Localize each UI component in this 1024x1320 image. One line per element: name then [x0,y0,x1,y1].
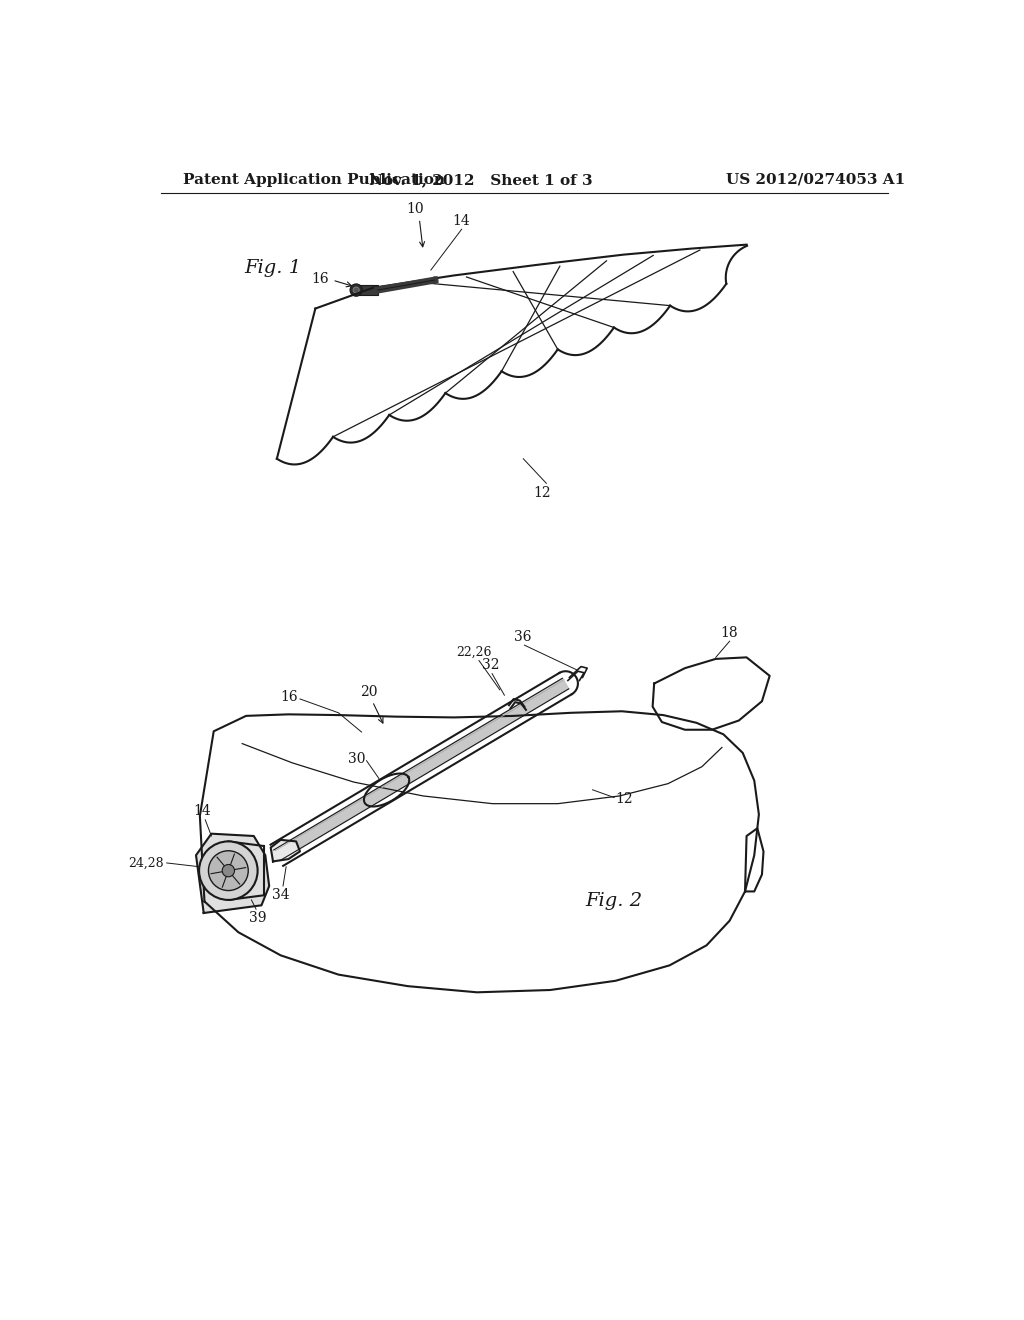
Text: 34: 34 [272,887,290,902]
Polygon shape [196,834,269,913]
Text: 39: 39 [249,911,266,925]
Text: 14: 14 [194,804,211,818]
Circle shape [199,841,258,900]
Circle shape [222,865,234,876]
Text: 36: 36 [514,630,531,644]
Text: 16: 16 [311,272,330,286]
Text: 12: 12 [615,792,633,807]
Text: 24,28: 24,28 [128,857,164,870]
Circle shape [350,284,362,296]
Text: 30: 30 [347,752,365,766]
Text: 22,26: 22,26 [456,645,492,659]
Circle shape [209,851,248,891]
Text: Fig. 1: Fig. 1 [245,259,302,277]
Text: Patent Application Publication: Patent Application Publication [183,173,444,187]
Text: 10: 10 [407,202,424,216]
Text: Fig. 2: Fig. 2 [585,892,642,911]
Bar [356,285,378,296]
Text: 16: 16 [281,690,298,705]
Text: 32: 32 [481,659,500,672]
Text: 20: 20 [360,685,378,700]
Circle shape [353,286,359,293]
Text: US 2012/0274053 A1: US 2012/0274053 A1 [726,173,905,187]
Text: 12: 12 [534,486,551,500]
Circle shape [432,277,438,284]
Polygon shape [273,678,568,861]
Polygon shape [270,840,300,862]
Text: Nov. 1, 2012   Sheet 1 of 3: Nov. 1, 2012 Sheet 1 of 3 [369,173,593,187]
Text: 18: 18 [721,626,738,640]
Text: 14: 14 [453,214,471,227]
